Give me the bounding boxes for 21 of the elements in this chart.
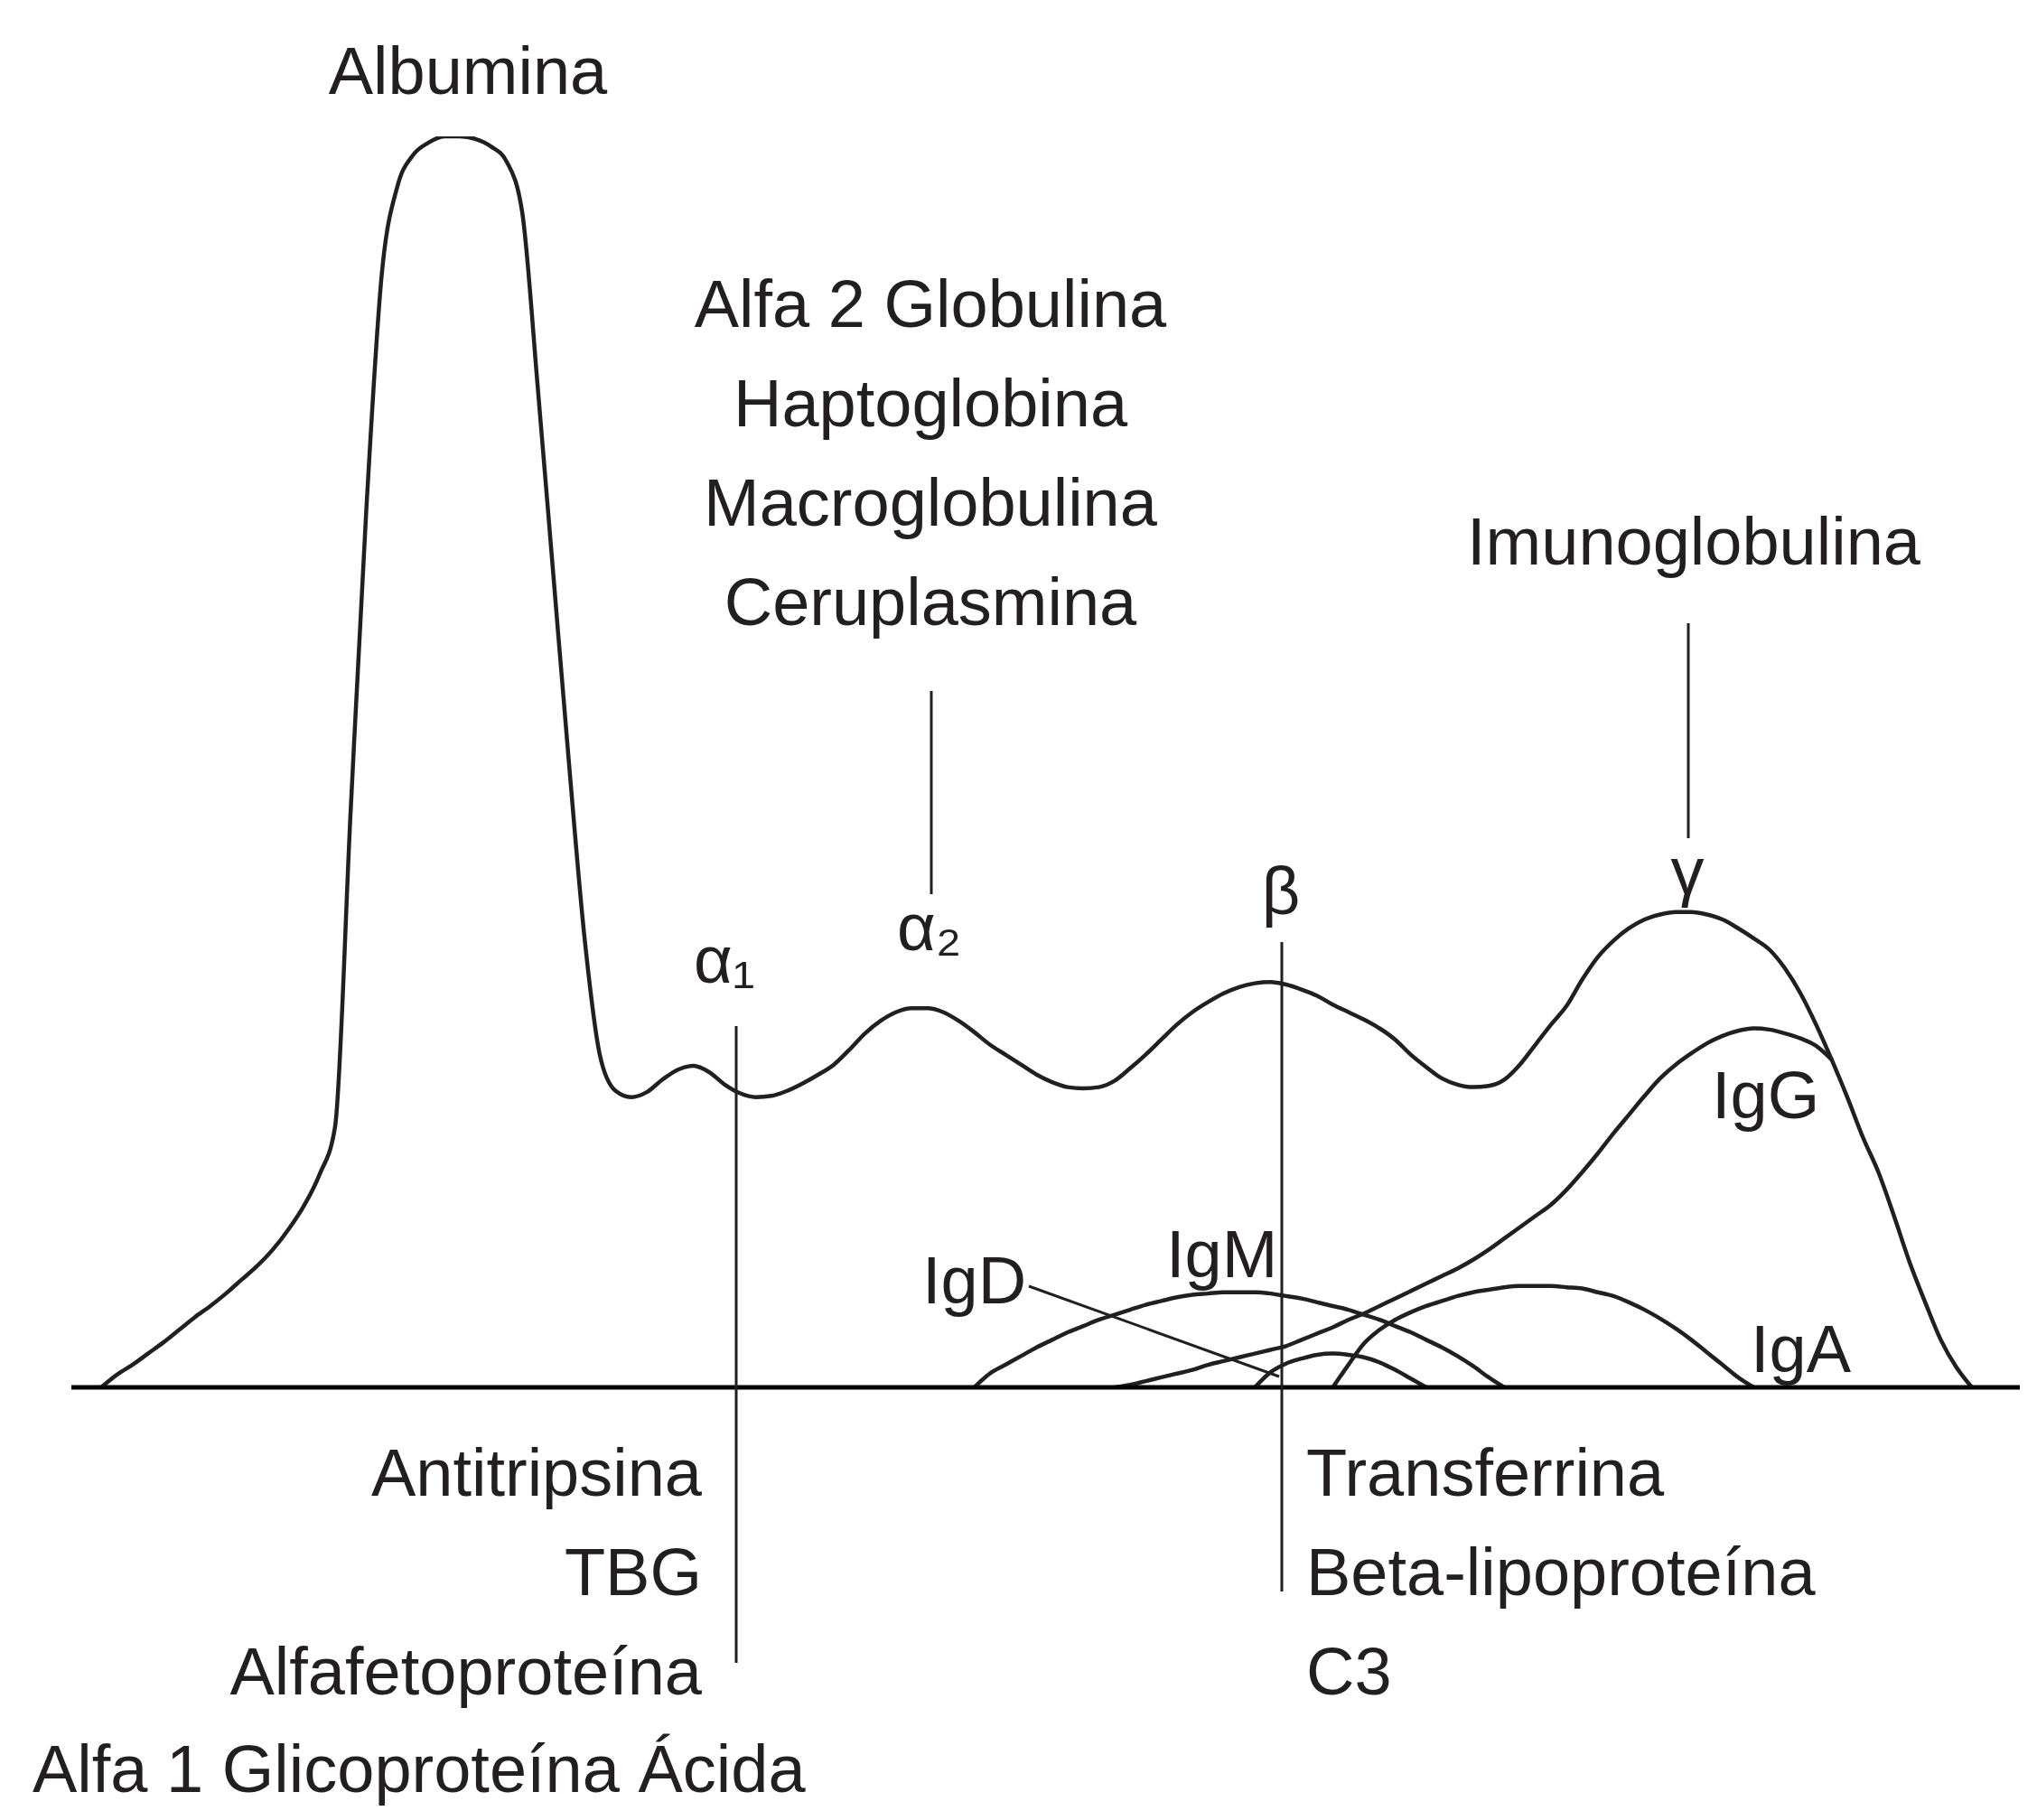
text: Beta-lipoproteína — [1306, 1535, 1817, 1610]
series-label: IgM — [1166, 1217, 1278, 1292]
annotation: Imunoglobulina — [1467, 504, 1921, 579]
annotation: γ — [1670, 834, 1705, 909]
annotation: Macroglobulina — [704, 465, 1158, 540]
annotation: Haptoglobina — [733, 366, 1128, 441]
annotation: Ceruplasmina — [724, 565, 1138, 639]
annotation: α₁ — [694, 922, 755, 997]
annotation: Alfa 2 Globulina — [694, 266, 1168, 341]
text: Alfafetoproteína — [229, 1634, 703, 1709]
text: C3 — [1306, 1634, 1392, 1709]
series-label: IgA — [1751, 1311, 1852, 1386]
text: Alfa 1 Glicoproteína Ácida — [33, 1731, 807, 1806]
annotation: β — [1261, 854, 1301, 929]
text: Transferrina — [1306, 1435, 1665, 1510]
series-label: IgG — [1712, 1058, 1820, 1133]
annotation: α₂ — [897, 890, 962, 965]
text: Albumina — [328, 33, 609, 108]
text: Antitripsina — [370, 1435, 703, 1510]
text: TBG — [564, 1535, 702, 1610]
text: IgD — [922, 1243, 1027, 1318]
